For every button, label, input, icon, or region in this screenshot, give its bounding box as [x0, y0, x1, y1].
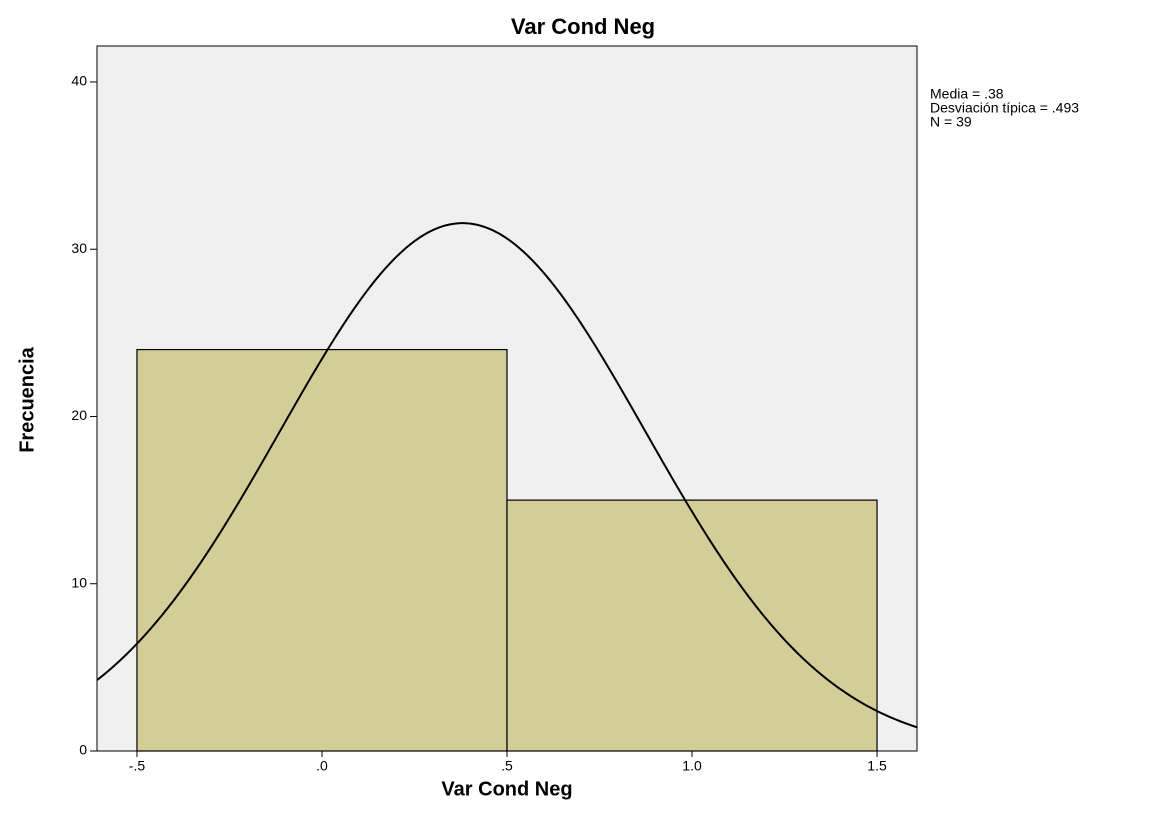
normal-curve — [96, 222, 918, 729]
x-axis-label: Var Cond Neg — [441, 778, 572, 800]
x-tick-label: 1.0 — [682, 758, 702, 774]
plot-frame — [96, 45, 918, 752]
y-tick-label: 40 — [71, 73, 87, 89]
y-tick-label: 0 — [79, 742, 87, 758]
stat-text: Desviación típica = .493 — [930, 100, 1079, 116]
bar — [136, 348, 508, 752]
chart-title: Var Cond Neg — [511, 14, 655, 39]
x-tick-label: -.5 — [129, 758, 146, 774]
y-tick-label: 10 — [71, 574, 87, 590]
x-tick-label: 1.5 — [867, 758, 887, 774]
stat-text: Media = .38 — [930, 86, 1004, 102]
x-tick-label: .0 — [316, 758, 328, 774]
x-tick-label: .5 — [501, 758, 513, 774]
y-axis-label: Frecuencia — [16, 346, 38, 452]
y-tick-label: 30 — [71, 240, 87, 256]
y-tick-label: 20 — [71, 407, 87, 423]
stat-text: N = 39 — [930, 114, 972, 130]
bar — [506, 499, 878, 752]
